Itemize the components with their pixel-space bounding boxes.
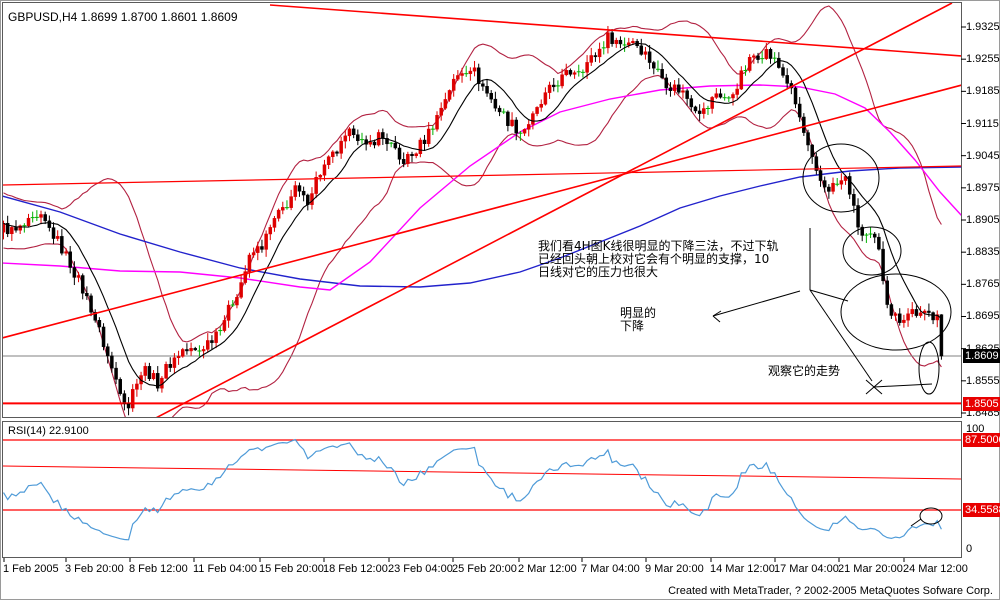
time-axis-label: 21 Mar 20:00 bbox=[838, 563, 903, 575]
price-axis-label: 1.8975 bbox=[966, 181, 1000, 194]
price-axis-label: 1.8555 bbox=[966, 374, 1000, 387]
price-axis-label: 1.9045 bbox=[966, 149, 1000, 162]
support-price-tag: 1.8505 bbox=[963, 396, 1000, 411]
current-price-tag: 1.8609 bbox=[963, 349, 1000, 363]
time-axis-label: 15 Feb 20:00 bbox=[259, 563, 324, 575]
time-axis-label: 8 Feb 12:00 bbox=[129, 563, 188, 575]
time-axis-label: 9 Mar 20:00 bbox=[645, 563, 704, 575]
rsi-indicator-label: RSI(14) 22.9100 bbox=[8, 425, 89, 437]
rsi-level-tag: 87.5000 bbox=[963, 433, 1000, 447]
price-axis-label: 1.8625 bbox=[966, 342, 1000, 355]
time-axis-label: 23 Feb 04:00 bbox=[388, 563, 453, 575]
main-chart-plot[interactable] bbox=[2, 2, 962, 418]
price-axis-label: 1.8905 bbox=[966, 214, 1000, 226]
time-axis-label: 14 Mar 12:00 bbox=[710, 563, 775, 575]
price-axis-label: 1.8485 bbox=[966, 406, 1000, 419]
time-axis-label: 3 Feb 20:00 bbox=[65, 563, 124, 575]
price-axis-label: 1.9185 bbox=[966, 85, 1000, 98]
footer-credit: Created with MetaTrader, ? 2002-2005 Met… bbox=[668, 585, 993, 597]
rsi-min-label: 0 bbox=[966, 543, 973, 555]
price-axis-label: 1.9115 bbox=[966, 117, 999, 130]
price-axis-label: 1.9325 bbox=[966, 21, 1000, 33]
price-axis-label: 1.8695 bbox=[966, 310, 1000, 323]
time-axis-label: 17 Mar 04:00 bbox=[774, 563, 839, 575]
time-axis-label: 1 Feb 2005 bbox=[3, 563, 59, 575]
price-axis-label: 1.8765 bbox=[966, 278, 1000, 291]
rsi-level-tag: 34.5588 bbox=[963, 503, 1000, 517]
symbol-ohlc-header: GBPUSD,H4 1.8699 1.8700 1.8601 1.8609 bbox=[8, 10, 238, 24]
price-axis-label: 1.8835 bbox=[966, 246, 1000, 259]
time-axis-label: 2 Mar 12:00 bbox=[518, 563, 577, 575]
rsi-max-label: 100 bbox=[966, 423, 985, 435]
time-axis-label: 24 Mar 12:00 bbox=[903, 563, 968, 575]
time-axis-label: 7 Mar 04:00 bbox=[581, 563, 640, 575]
time-axis-label: 18 Feb 12:00 bbox=[323, 563, 388, 575]
rsi-indicator-plot[interactable] bbox=[2, 421, 962, 558]
time-axis-label: 25 Feb 20:00 bbox=[452, 563, 517, 575]
time-axis-label: 11 Feb 04:00 bbox=[193, 563, 258, 575]
price-axis-label: 1.9255 bbox=[966, 53, 1000, 66]
